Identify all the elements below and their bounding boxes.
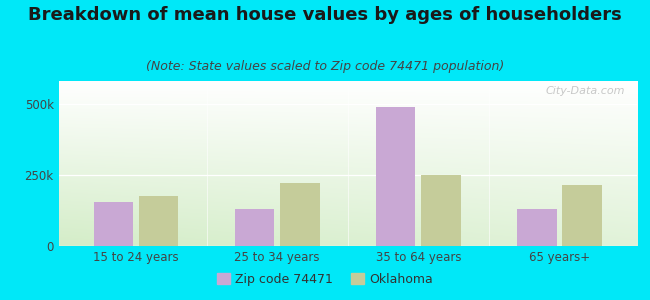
Bar: [280, 183, 320, 246]
Text: (Note: State values scaled to Zip code 74471 population): (Note: State values scaled to Zip code 7…: [146, 60, 504, 73]
Text: Breakdown of mean house values by ages of householders: Breakdown of mean house values by ages o…: [28, 6, 622, 24]
Bar: [562, 185, 602, 246]
Bar: [94, 202, 133, 246]
Bar: [517, 209, 556, 246]
Bar: [421, 175, 461, 246]
Legend: Zip code 74471, Oklahoma: Zip code 74471, Oklahoma: [213, 268, 437, 291]
Bar: [139, 196, 179, 246]
Bar: [235, 209, 274, 246]
Bar: [376, 106, 415, 246]
Text: City-Data.com: City-Data.com: [546, 86, 625, 96]
